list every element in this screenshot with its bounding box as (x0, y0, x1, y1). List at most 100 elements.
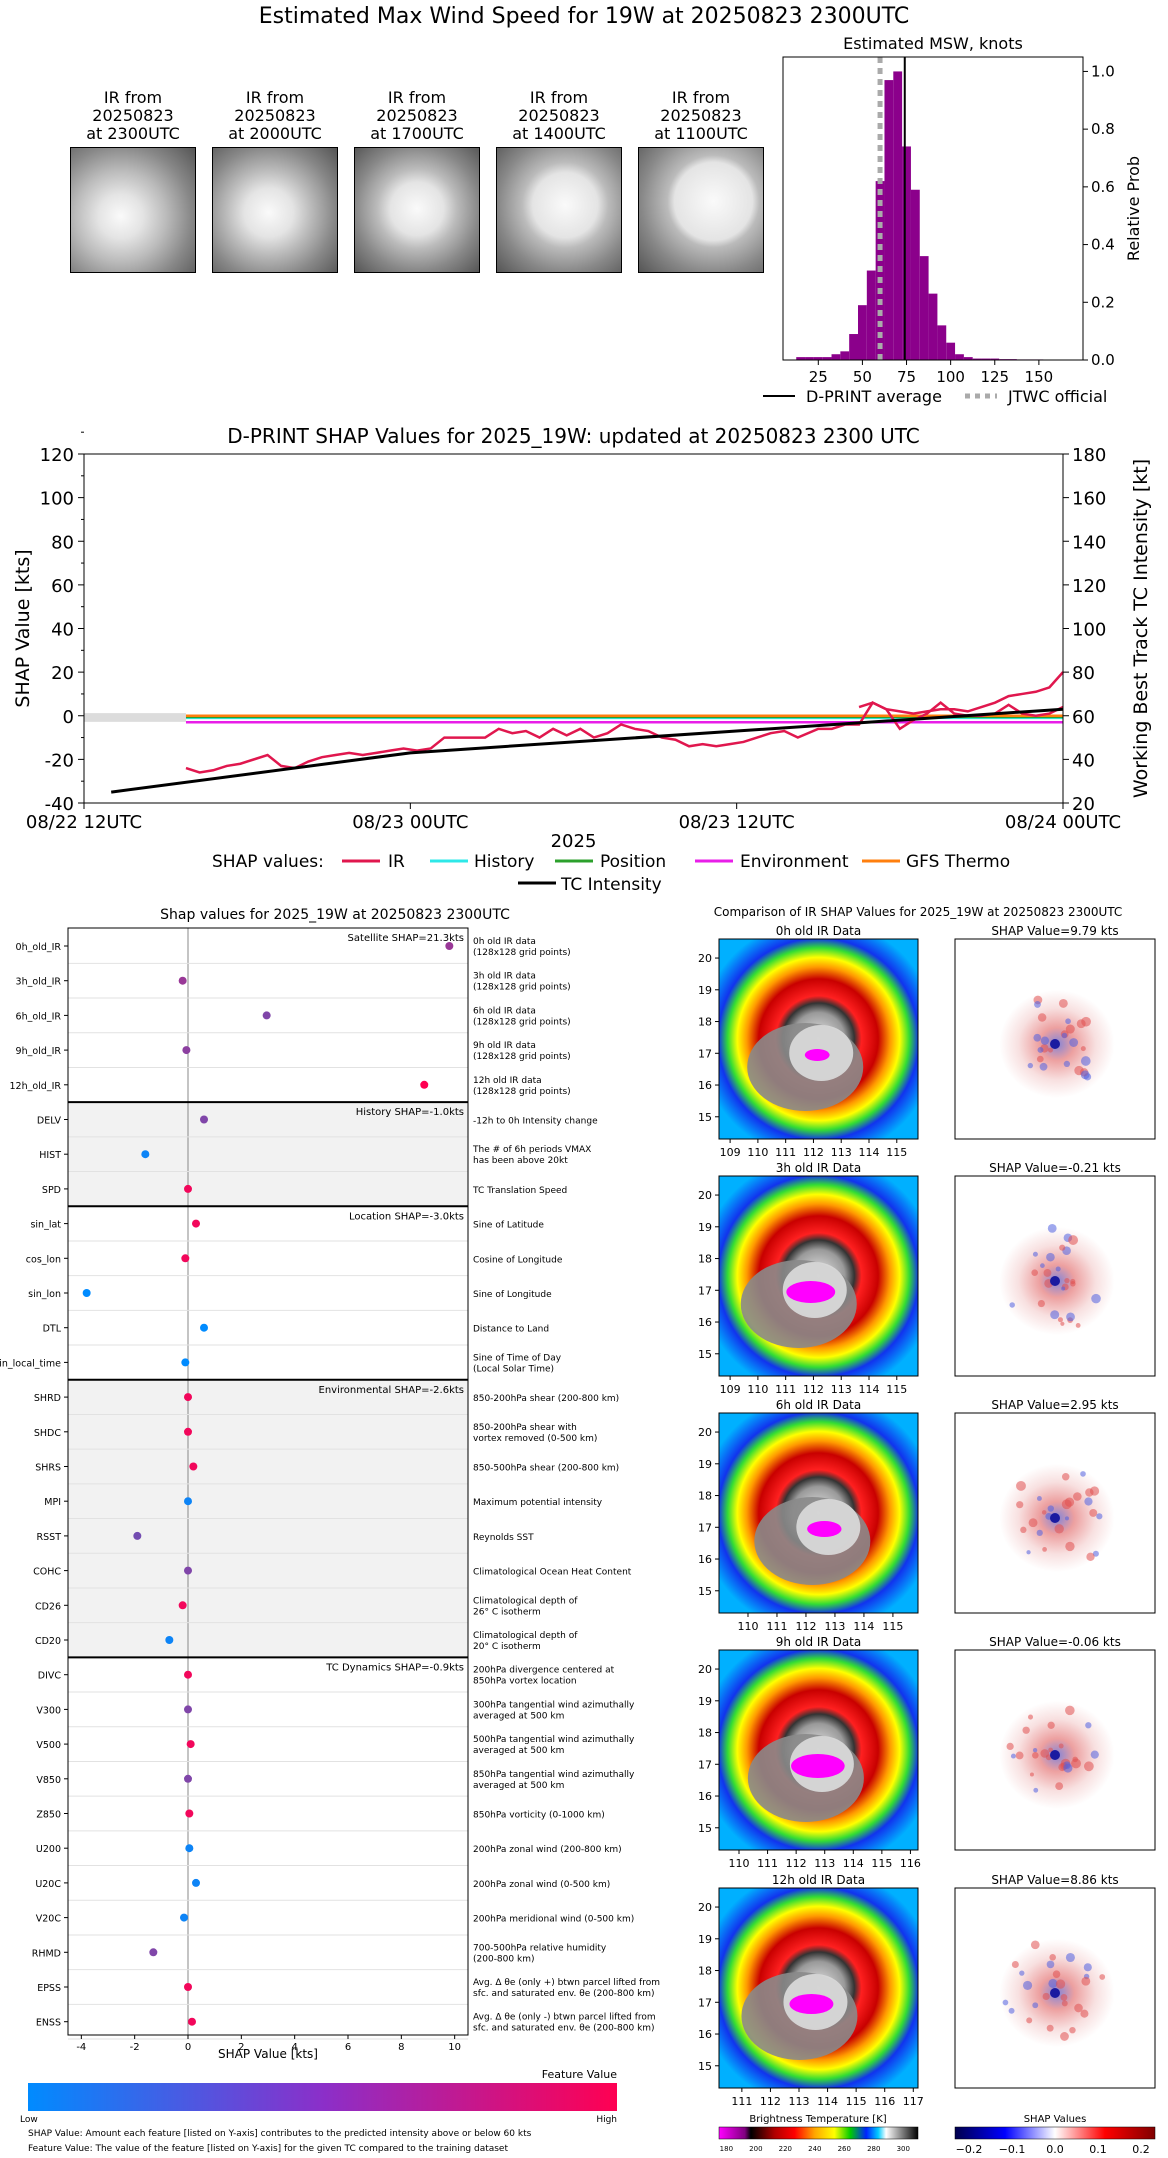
feature-shap-point (185, 1844, 194, 1853)
feature-shap-point (184, 1393, 192, 1402)
group-label: Satellite SHAP=21.3kts (348, 933, 464, 944)
feature-description: (Local Solar Time) (473, 1364, 554, 1374)
shap-y-label: SHAP Value [kts] (12, 549, 34, 707)
ir-panel-frame (718, 1887, 919, 2089)
feature-name: COHC (33, 1567, 61, 1578)
shap-blob (1036, 1055, 1044, 1063)
ir-x-tick-label: 115 (871, 1857, 892, 1870)
shap-blob (1042, 1547, 1047, 1552)
ir-thumbnail-label: IR from 20250823 at 2300UTC (86, 88, 180, 143)
feature-description: has been above 20kt (473, 1156, 568, 1166)
intensity-y-tick-label: 160 (1072, 489, 1106, 510)
histogram-bar (928, 293, 938, 360)
feature-description: 12h old IR data (473, 1076, 542, 1086)
feature-description: Avg. Δ θe (only -) btwn parcel lifted fr… (473, 2013, 656, 2023)
shap-blob (1041, 1510, 1047, 1515)
shap-y-tick-label: -40 (45, 794, 74, 815)
ir-y-tick-label: 20 (698, 1901, 712, 1914)
feature-description: Cosine of Longitude (473, 1255, 563, 1265)
feature-description: 200hPa zonal wind (0-500 km) (473, 1880, 610, 1890)
shap-blob (1055, 1979, 1066, 1989)
feature-shap-point (188, 2017, 196, 2026)
feature-shap-point (200, 1115, 208, 1124)
ir-thumbnail-label: IR from 20250823 at 1700UTC (370, 88, 464, 143)
ir-y-tick-label: 18 (698, 1253, 712, 1266)
shap-timeseries-frame (83, 453, 1064, 804)
ir-y-tick-label: 20 (698, 1189, 712, 1202)
shap-center (1050, 1988, 1060, 1998)
intensity-y-tick-label: 140 (1072, 532, 1106, 553)
feature-description: Maximum potential intensity (473, 1498, 603, 1508)
bt-colorbar (718, 2126, 919, 2140)
feature-shap-point (184, 1983, 192, 1991)
shap-blob (1027, 1062, 1034, 1069)
ir-y-tick-label: 19 (698, 1221, 712, 1234)
shap-blob (1030, 1940, 1040, 1950)
ir-x-tick-label: 113 (831, 1383, 852, 1396)
histogram-bar (831, 354, 841, 360)
shap-blob (1015, 1751, 1024, 1760)
shap-blob (1090, 1750, 1099, 1759)
shap-blob (1036, 1496, 1042, 1501)
shap-panel-title: SHAP Value=-0.21 kts (989, 1161, 1121, 1175)
feature-description: Climatological depth of (473, 1596, 578, 1606)
feature-description: 700-500hPa relative humidity (473, 1943, 607, 1953)
shap-blob (1060, 1321, 1065, 1326)
ir-thumbnail-image (70, 147, 196, 273)
feature-shap-point (420, 1080, 429, 1089)
ir-x-tick-label: 112 (803, 1383, 824, 1396)
feature-name: SHRS (35, 1463, 61, 1474)
shap-blob (1050, 1310, 1060, 1320)
shap-blob (1054, 1524, 1064, 1534)
shap-y-tick-label: 100 (40, 489, 74, 510)
shap-blob (1064, 1277, 1070, 1284)
shap-blob (1047, 1505, 1054, 1512)
histogram-bar (981, 358, 991, 360)
shap-x-tick-label: 08/24 00UTC (1005, 812, 1121, 833)
ir-thumbnail-image (496, 147, 622, 273)
feature-description: (200-800 km) (473, 1954, 534, 1964)
ir-x-tick-label: 112 (760, 2095, 781, 2108)
feature-shap-point (180, 1913, 188, 1922)
bt-tick-label: 240 (808, 2145, 821, 2153)
shap-blob (1073, 1492, 1082, 1501)
histogram-x-tick-label: 150 (1025, 368, 1054, 386)
ir-y-tick-label: 16 (698, 1790, 712, 1803)
ir-panel-title: 9h old IR Data (776, 1635, 862, 1649)
shap-colorbar-tick-label: 0.0 (1046, 2143, 1064, 2156)
ir-y-tick-label: 16 (698, 1079, 712, 1092)
histogram-bar (937, 325, 947, 360)
shap-blob (1096, 1513, 1103, 1520)
feature-description: Reynolds SST (473, 1533, 534, 1543)
series-line-ir (858, 671, 1064, 715)
feature-shap-point (184, 1566, 192, 1575)
shap-blob (1057, 1317, 1063, 1323)
ir-compare-title: Comparison of IR SHAP Values for 2025_19… (714, 905, 1123, 919)
feature-description: 0h old IR data (473, 937, 536, 947)
feature-name: sin_lon (28, 1289, 61, 1300)
shap-colorbar-tick-label: −0.2 (956, 2143, 983, 2156)
histogram-bar (990, 358, 1000, 360)
shap-blob (1046, 1252, 1055, 1262)
shap-blob (1036, 1529, 1043, 1536)
group-label: TC Dynamics SHAP=-0.9kts (325, 1662, 464, 1673)
histogram-frame (782, 56, 1084, 361)
shap-blob (1048, 1978, 1058, 1988)
shap-blob (1022, 1726, 1030, 1734)
feature-shap-point (181, 1254, 190, 1263)
feature-description: averaged at 500 km (473, 1746, 564, 1756)
feature-x-tick-label: 2 (238, 2042, 244, 2053)
feature-description: 850hPa tangential wind azimuthally (473, 1770, 635, 1780)
shap-blob (1046, 2024, 1054, 2032)
shap-blob (1074, 2003, 1083, 2013)
feature-value-title: Feature Value (542, 2068, 618, 2081)
histogram-bar (858, 305, 867, 360)
shap-blob (1083, 1761, 1094, 1772)
feature-name: cos_lon (26, 1254, 61, 1265)
shap-colorbar-tick-label: 0.2 (1132, 2143, 1150, 2156)
histogram-bar (919, 256, 929, 360)
feature-x-tick-label: 8 (398, 2042, 404, 2053)
feature-x-tick-label: -4 (76, 2042, 86, 2053)
feature-shap-point (200, 1323, 208, 1332)
ir-x-tick-label: 110 (729, 1857, 750, 1870)
